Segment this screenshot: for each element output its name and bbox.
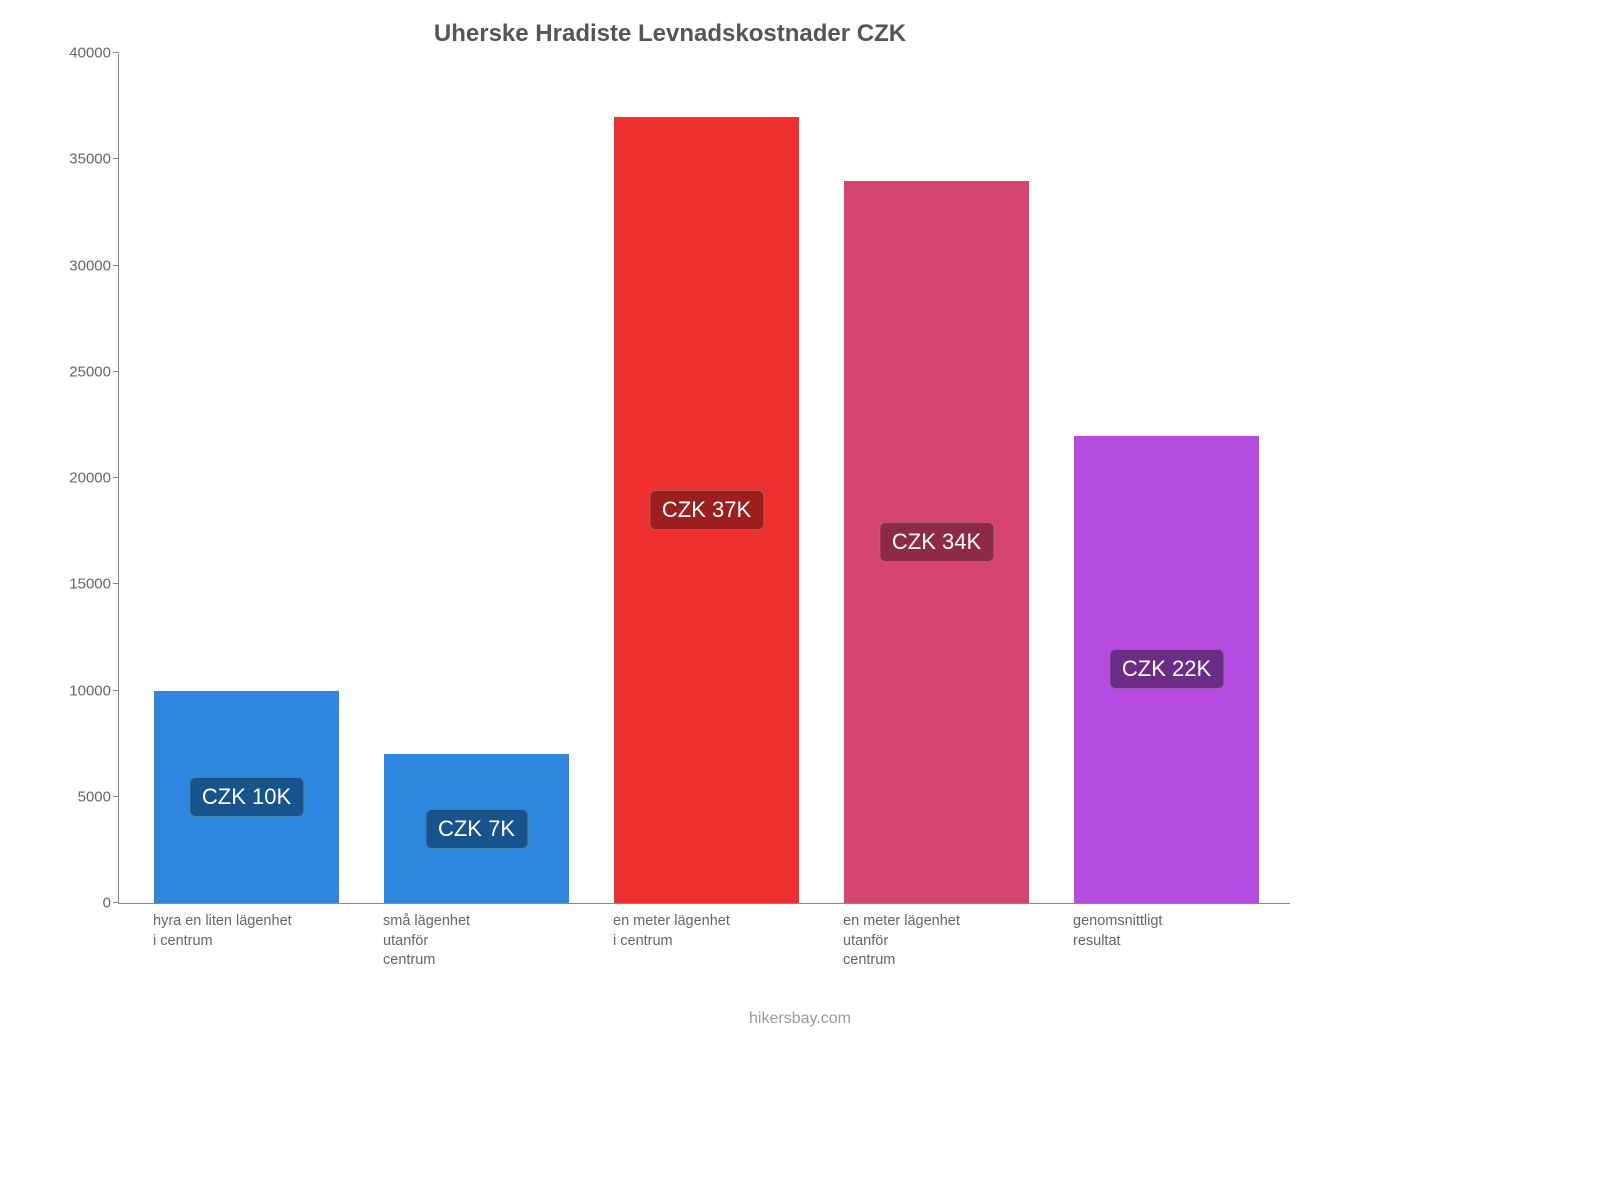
y-tick-label: 15000: [51, 576, 111, 593]
y-tick-mark: [113, 583, 119, 584]
y-tick-mark: [113, 477, 119, 478]
y-tick-mark: [113, 902, 119, 903]
y-tick-mark: [113, 158, 119, 159]
bar: CZK 10K: [154, 691, 339, 904]
x-tick-label: genomsnittligt resultat: [1073, 912, 1162, 951]
y-tick-label: 40000: [51, 45, 111, 62]
bars-container: CZK 10K CZK 7K CZK 37K CZK 34K CZK 22K: [119, 54, 1290, 903]
y-tick-mark: [113, 371, 119, 372]
y-tick-mark: [113, 265, 119, 266]
bar-value-badge: CZK 22K: [1109, 649, 1224, 689]
bar: CZK 34K: [844, 181, 1029, 904]
bar: CZK 7K: [384, 754, 569, 903]
y-tick-label: 20000: [51, 470, 111, 487]
y-tick-label: 25000: [51, 363, 111, 380]
chart-title: Uherske Hradiste Levnadskostnader CZK: [50, 20, 1290, 48]
x-tick-label: en meter lägenhet utanför centrum: [843, 912, 960, 971]
y-tick-label: 10000: [51, 682, 111, 699]
y-tick-mark: [113, 52, 119, 53]
x-tick-label: små lägenhet utanför centrum: [383, 912, 470, 971]
y-tick-label: 35000: [51, 151, 111, 168]
y-tick-mark: [113, 796, 119, 797]
x-tick-label: en meter lägenhet i centrum: [613, 912, 730, 951]
bar: CZK 37K: [614, 117, 799, 903]
attribution-text: hikersbay.com: [0, 1010, 1600, 1028]
bar-value-badge: CZK 34K: [879, 522, 994, 562]
y-tick-label: 30000: [51, 257, 111, 274]
bar-value-badge: CZK 37K: [649, 490, 764, 530]
bar-chart: Uherske Hradiste Levnadskostnader CZK CZ…: [50, 20, 1290, 980]
bar-value-badge: CZK 10K: [189, 777, 304, 817]
y-tick-mark: [113, 690, 119, 691]
plot-area: CZK 10KCZK 7KCZK 37KCZK 34KCZK 22K 05000…: [118, 54, 1290, 904]
y-tick-label: 0: [51, 895, 111, 912]
x-axis-labels: hyra en liten lägenhet i centrum små läge…: [118, 904, 1290, 984]
x-tick-label: hyra en liten lägenhet i centrum: [153, 912, 292, 951]
bar: CZK 22K: [1074, 436, 1259, 904]
bar-value-badge: CZK 7K: [425, 809, 528, 849]
y-tick-label: 5000: [51, 788, 111, 805]
